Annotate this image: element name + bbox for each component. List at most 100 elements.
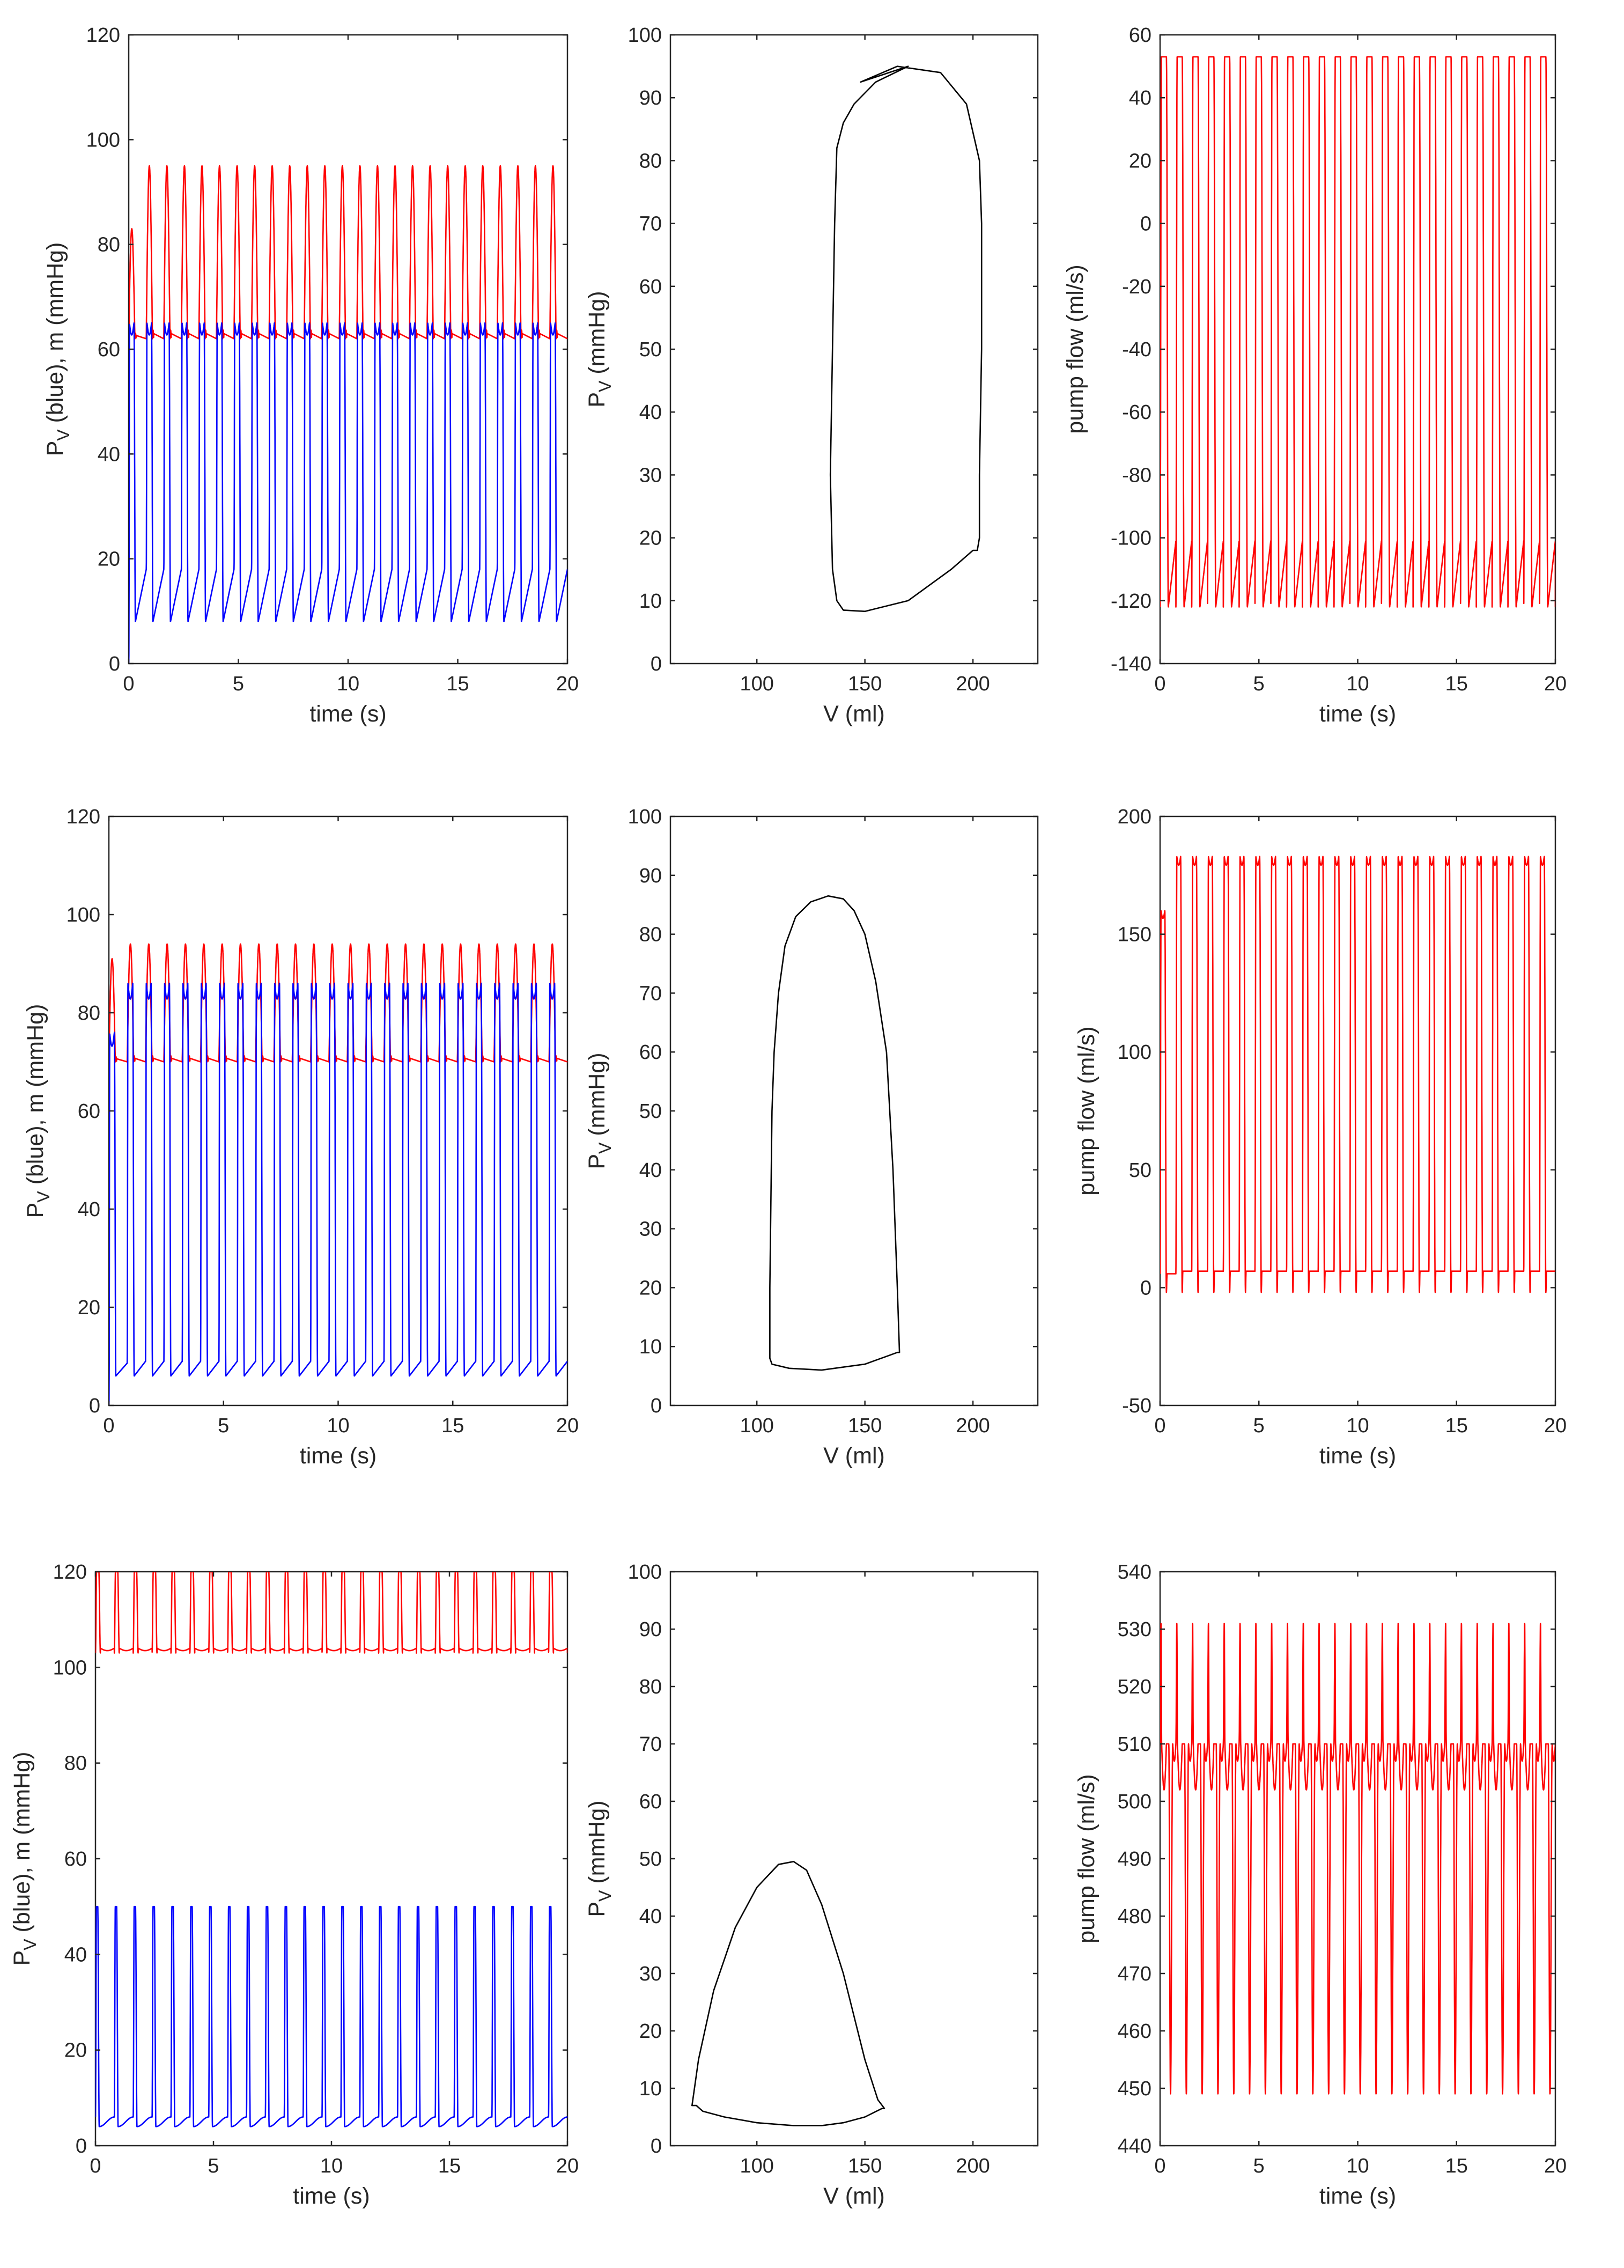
y-tick-label: 120 <box>67 806 100 828</box>
y-tick-label: 470 <box>1118 1963 1151 1985</box>
y-tick-label: 60 <box>639 1041 662 1064</box>
y-tick-label: 0 <box>651 1395 662 1417</box>
y-tick-label: 60 <box>78 1100 100 1123</box>
y-tick-label: 30 <box>639 1963 662 1985</box>
x-axis-label: time (s) <box>1319 701 1396 727</box>
series-group <box>129 165 567 664</box>
y-tick-label: 50 <box>639 1848 662 1871</box>
x-tick-label: 10 <box>1346 1415 1369 1437</box>
y-tick-label: 100 <box>53 1656 87 1679</box>
y-tick-label: 40 <box>64 1943 87 1966</box>
chart-panel-5: 100 150 200 0 10 20 30 40 50 60 70 80 90 100 V (ml) PV … <box>584 806 1039 1469</box>
y-axis-label: PV (mmHg) <box>584 1800 615 1917</box>
y-tick-label: 20 <box>1129 150 1151 172</box>
y-tick-label: 0 <box>109 653 120 675</box>
y-tick-label: 20 <box>639 2020 662 2043</box>
series-line-2 <box>129 322 567 664</box>
y-tick-label: -80 <box>1122 464 1151 487</box>
x-axis-label: time (s) <box>293 2183 370 2209</box>
y-axis-label: pump flow (ml/s) <box>1074 1774 1099 1943</box>
y-tick-label: 490 <box>1118 1848 1151 1871</box>
x-tick-label: 10 <box>1346 2155 1369 2177</box>
series-line-1 <box>129 165 567 350</box>
y-tick-label: 90 <box>639 87 662 109</box>
x-tick-label: 15 <box>438 2155 461 2177</box>
x-tick-label: 15 <box>1445 2155 1468 2177</box>
y-tick-label: 60 <box>1129 24 1151 47</box>
y-tick-label: 30 <box>639 1218 662 1241</box>
x-axis-label: time (s) <box>1319 1443 1396 1469</box>
x-tick-label: 10 <box>337 673 359 695</box>
series-group <box>95 1572 567 2127</box>
y-tick-label: 120 <box>86 24 120 47</box>
y-tick-label: 10 <box>639 590 662 613</box>
x-axis-label: time (s) <box>300 1443 377 1469</box>
y-tick-label: 100 <box>1118 1041 1151 1064</box>
chart-panel-3: 0 5 10 15 20 -140 -120 -100 -80 -60 -40 -20 0 20 40 60 t… <box>1062 24 1567 727</box>
y-tick-label: 80 <box>639 924 662 946</box>
y-tick-label: 20 <box>98 548 120 571</box>
y-tick-label: 10 <box>639 1336 662 1358</box>
x-tick-label: 20 <box>1544 1415 1567 1437</box>
x-tick-label: 200 <box>956 1415 990 1437</box>
x-tick-label: 5 <box>1253 673 1265 695</box>
x-tick-label: 100 <box>740 673 773 695</box>
y-tick-label: 40 <box>78 1198 100 1221</box>
x-tick-label: 10 <box>327 1415 349 1437</box>
series-group <box>829 65 983 612</box>
axes-box <box>94 1571 569 2147</box>
y-tick-label: 70 <box>639 1733 662 1756</box>
y-tick-label: 70 <box>639 982 662 1005</box>
axes-box <box>128 34 569 665</box>
x-tick-label: 15 <box>446 673 469 695</box>
chart-panel-9: 0 5 10 15 2044045046047048049050051052053054… <box>1074 1561 1567 2209</box>
y-axis-label: pump flow (ml/s) <box>1074 1026 1099 1195</box>
y-tick-label: 120 <box>53 1561 87 1584</box>
y-tick-label: 30 <box>639 464 662 487</box>
y-tick-label: 500 <box>1118 1791 1151 1813</box>
chart-panel-4: 0 5 10 15 20 0 20 40 60 80 100 120 time (s) PV (blue)… <box>23 806 579 1469</box>
y-tick-label: 80 <box>639 150 662 172</box>
y-tick-label: 80 <box>98 234 120 256</box>
x-axis-label: V (ml) <box>823 2183 885 2209</box>
x-axis-label: time (s) <box>1319 2183 1396 2209</box>
y-tick-label: 40 <box>639 1159 662 1182</box>
x-tick-label: 15 <box>1445 1415 1468 1437</box>
y-tick-label: -140 <box>1111 653 1151 675</box>
y-tick-label: 40 <box>1129 87 1151 109</box>
y-tick-label: 20 <box>639 527 662 550</box>
y-tick-label: 0 <box>76 2135 87 2157</box>
y-tick-label: 20 <box>64 2039 87 2062</box>
series-line-1 <box>1160 56 1555 608</box>
y-tick-label: 520 <box>1118 1676 1151 1698</box>
y-tick-label: 80 <box>64 1752 87 1775</box>
x-tick-label: 20 <box>1544 673 1567 695</box>
y-tick-label: 20 <box>78 1297 100 1319</box>
x-tick-label: 0 <box>103 1415 114 1437</box>
series-line-2 <box>95 1905 567 2127</box>
y-tick-label: 60 <box>98 338 120 361</box>
x-tick-label: 15 <box>1445 673 1468 695</box>
x-axis-label: time (s) <box>309 701 386 727</box>
x-tick-label: 0 <box>1154 673 1165 695</box>
y-tick-label: 0 <box>651 2135 662 2157</box>
y-tick-label: 530 <box>1118 1618 1151 1641</box>
y-tick-label: 460 <box>1118 2020 1151 2043</box>
y-tick-label: 0 <box>1140 1277 1151 1299</box>
series-group <box>769 895 900 1371</box>
series-line-1 <box>95 1572 567 1654</box>
series-line-1 <box>691 1861 885 2126</box>
axes-box <box>669 1571 1039 2147</box>
x-tick-label: 0 <box>123 673 134 695</box>
x-tick-label: 20 <box>556 1415 579 1437</box>
x-axis-label: V (ml) <box>823 701 885 727</box>
y-axis-label: PV (mmHg) <box>584 291 615 407</box>
y-tick-label: 60 <box>64 1848 87 1871</box>
x-tick-label: 0 <box>1154 1415 1165 1437</box>
x-tick-label: 5 <box>1253 1415 1265 1437</box>
series-group <box>1160 56 1555 608</box>
y-axis-label: PV (mmHg) <box>584 1052 615 1169</box>
y-tick-label: 150 <box>1118 924 1151 946</box>
x-tick-label: 5 <box>218 1415 229 1437</box>
